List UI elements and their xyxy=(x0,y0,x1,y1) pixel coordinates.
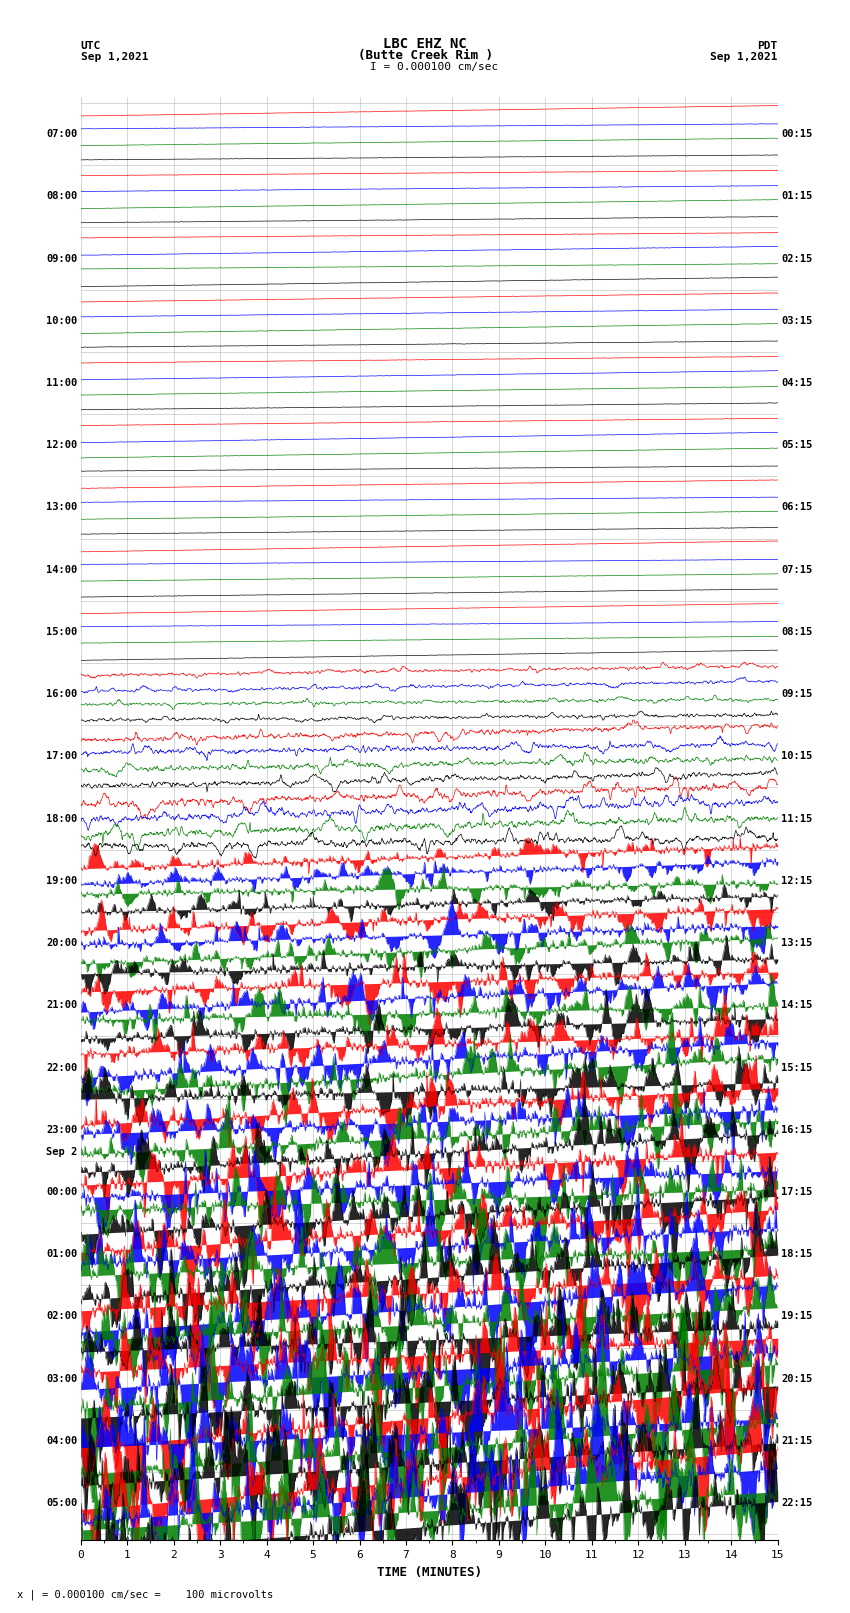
Text: 00:15: 00:15 xyxy=(781,129,813,139)
Text: 10:15: 10:15 xyxy=(781,752,813,761)
Text: LBC EHZ NC: LBC EHZ NC xyxy=(383,37,467,50)
Text: Sep 1,2021: Sep 1,2021 xyxy=(81,52,148,63)
Text: 13:00: 13:00 xyxy=(46,503,77,513)
Text: PDT: PDT xyxy=(757,40,778,50)
Text: 13:15: 13:15 xyxy=(781,939,813,948)
Text: 05:15: 05:15 xyxy=(781,440,813,450)
Text: 02:15: 02:15 xyxy=(781,253,813,263)
Text: 16:00: 16:00 xyxy=(46,689,77,698)
Text: 11:00: 11:00 xyxy=(46,377,77,389)
Text: 17:15: 17:15 xyxy=(781,1187,813,1197)
Text: Sep 2: Sep 2 xyxy=(46,1147,77,1157)
Text: 06:15: 06:15 xyxy=(781,503,813,513)
Text: 21:00: 21:00 xyxy=(46,1000,77,1010)
Text: 08:15: 08:15 xyxy=(781,627,813,637)
Text: 21:15: 21:15 xyxy=(781,1436,813,1445)
Text: 23:00: 23:00 xyxy=(46,1124,77,1134)
Text: (Butte Creek Rim ): (Butte Creek Rim ) xyxy=(358,48,492,63)
Text: 16:15: 16:15 xyxy=(781,1124,813,1134)
Text: 11:15: 11:15 xyxy=(781,813,813,824)
Text: 14:15: 14:15 xyxy=(781,1000,813,1010)
Text: 20:00: 20:00 xyxy=(46,939,77,948)
Text: UTC: UTC xyxy=(81,40,101,50)
Text: 03:15: 03:15 xyxy=(781,316,813,326)
X-axis label: TIME (MINUTES): TIME (MINUTES) xyxy=(377,1566,482,1579)
Text: 00:00: 00:00 xyxy=(46,1187,77,1197)
Text: 05:00: 05:00 xyxy=(46,1498,77,1508)
Text: 18:15: 18:15 xyxy=(781,1248,813,1260)
Text: 20:15: 20:15 xyxy=(781,1374,813,1384)
Text: 14:00: 14:00 xyxy=(46,565,77,574)
Text: 15:00: 15:00 xyxy=(46,627,77,637)
Text: 15:15: 15:15 xyxy=(781,1063,813,1073)
Text: 04:15: 04:15 xyxy=(781,377,813,389)
Text: 09:00: 09:00 xyxy=(46,253,77,263)
Text: 04:00: 04:00 xyxy=(46,1436,77,1445)
Text: 01:15: 01:15 xyxy=(781,192,813,202)
Text: 03:00: 03:00 xyxy=(46,1374,77,1384)
Text: 07:00: 07:00 xyxy=(46,129,77,139)
Text: Sep 1,2021: Sep 1,2021 xyxy=(711,52,778,63)
Text: 02:00: 02:00 xyxy=(46,1311,77,1321)
Text: 10:00: 10:00 xyxy=(46,316,77,326)
Text: 18:00: 18:00 xyxy=(46,813,77,824)
Text: 12:00: 12:00 xyxy=(46,440,77,450)
Text: 07:15: 07:15 xyxy=(781,565,813,574)
Text: 22:15: 22:15 xyxy=(781,1498,813,1508)
Text: 22:00: 22:00 xyxy=(46,1063,77,1073)
Text: 17:00: 17:00 xyxy=(46,752,77,761)
Text: 19:15: 19:15 xyxy=(781,1311,813,1321)
Text: 12:15: 12:15 xyxy=(781,876,813,886)
Text: 08:00: 08:00 xyxy=(46,192,77,202)
Text: 09:15: 09:15 xyxy=(781,689,813,698)
Text: x | = 0.000100 cm/sec =    100 microvolts: x | = 0.000100 cm/sec = 100 microvolts xyxy=(17,1589,273,1600)
Text: 01:00: 01:00 xyxy=(46,1248,77,1260)
Text: 19:00: 19:00 xyxy=(46,876,77,886)
Text: I = 0.000100 cm/sec: I = 0.000100 cm/sec xyxy=(370,61,498,71)
